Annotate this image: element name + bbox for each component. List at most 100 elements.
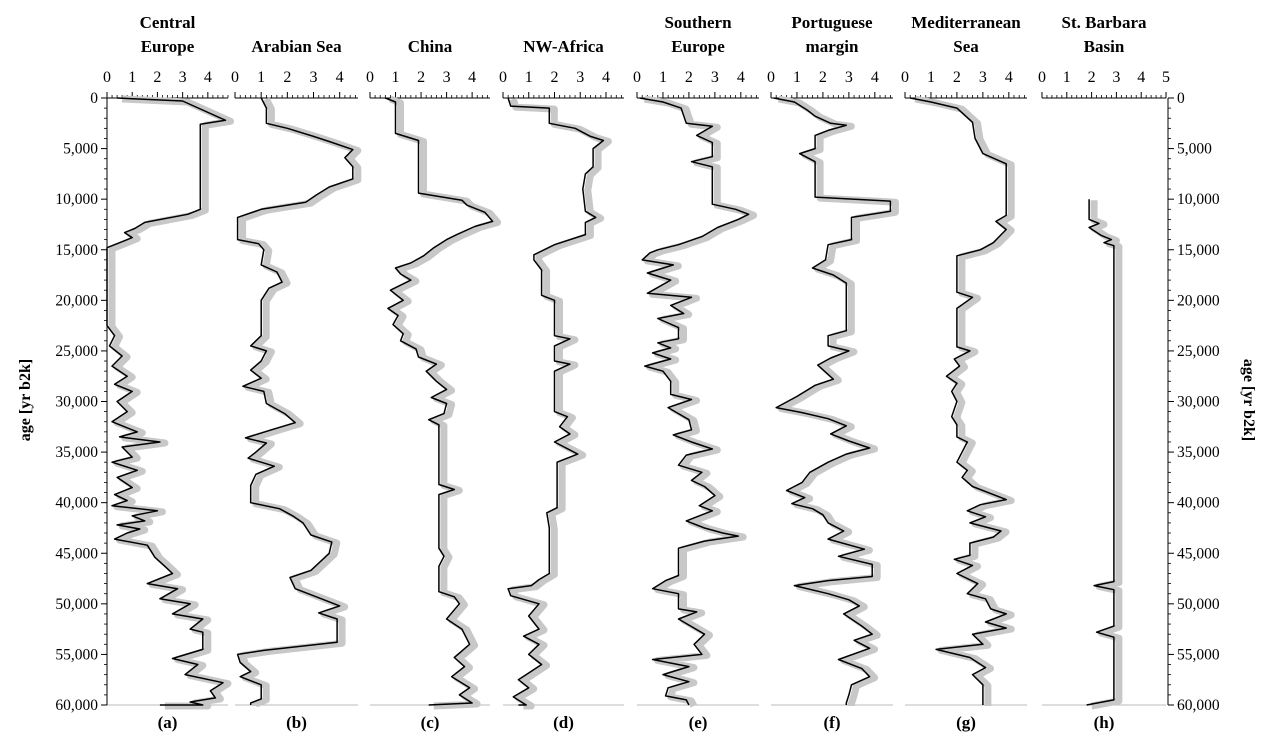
x-tick-label: 0 xyxy=(633,69,641,86)
x-tick-label: 2 xyxy=(153,69,161,86)
x-tick-label: 0 xyxy=(231,69,239,86)
left-age-tick-label: 30,000 xyxy=(55,394,98,411)
x-tick-label: 1 xyxy=(793,69,801,86)
x-tick-label: 4 xyxy=(1005,69,1013,86)
right-age-tick-label: 30,000 xyxy=(1177,394,1220,411)
x-tick-label: 4 xyxy=(336,69,344,86)
x-tick-label: 0 xyxy=(767,69,775,86)
right-age-tick-label: 60,000 xyxy=(1177,697,1220,714)
series-line xyxy=(106,97,227,706)
x-tick-label: 1 xyxy=(659,69,667,86)
panel-8: St. Barbara Basin 0 1 2 3 4 5 (h) xyxy=(1038,13,1170,732)
left-age-tick-label: 25,000 xyxy=(55,343,98,360)
panel-7: Mediterranean Sea 0 1 2 3 4 (g) xyxy=(901,13,1027,732)
right-age-tick-label: 45,000 xyxy=(1177,545,1220,562)
left-age-tick-label: 10,000 xyxy=(55,191,98,208)
right-age-tick-label: 10,000 xyxy=(1177,191,1220,208)
right-axis-title: age [yr b2k] xyxy=(1240,359,1257,441)
x-tick-label: 4 xyxy=(737,69,745,86)
left-age-tick-label: 0 xyxy=(90,90,98,107)
panel-2: Arabian Sea 0 1 2 3 4 (b) xyxy=(231,37,362,732)
x-tick-label: 1 xyxy=(128,69,136,86)
panel-label: (b) xyxy=(286,713,307,732)
panel-title-line1: Mediterranean xyxy=(911,13,1021,32)
right-age-tick-label: 50,000 xyxy=(1177,596,1220,613)
panel-title: China xyxy=(408,37,453,56)
x-tick-label: 2 xyxy=(685,69,693,86)
x-tick-label: 4 xyxy=(468,69,476,86)
series-line xyxy=(639,97,750,706)
x-tick-label: 3 xyxy=(310,69,318,86)
panel-1: Central Europe 0 1 2 3 4 (a) xyxy=(103,13,234,732)
uncertainty-band xyxy=(389,95,502,710)
panel-title-line1: Central xyxy=(140,13,196,32)
left-age-tick-label: 45,000 xyxy=(55,545,98,562)
panel-title-line2: Basin xyxy=(1084,37,1125,56)
right-age-tick-label: 0 xyxy=(1177,90,1185,107)
panel-label: (g) xyxy=(956,713,976,732)
left-age-tick-label: 50,000 xyxy=(55,596,98,613)
x-tick-label: 2 xyxy=(283,69,291,86)
panel-label: (a) xyxy=(158,713,178,732)
series-line xyxy=(1086,199,1115,706)
panel-3: China 0 1 2 3 4 (c) xyxy=(366,37,502,732)
x-tick-label: 3 xyxy=(979,69,987,86)
panel-label: (d) xyxy=(553,713,574,732)
left-age-tick-label: 20,000 xyxy=(55,292,98,309)
right-age-tick-label: 15,000 xyxy=(1177,242,1220,259)
panel-5: Southern Europe 0 1 2 3 4 (e) xyxy=(633,13,759,732)
panel-title-line2: Sea xyxy=(953,37,979,56)
panel-title-line2: Europe xyxy=(671,37,725,56)
left-age-tick-label: 35,000 xyxy=(55,444,98,461)
x-tick-label: 3 xyxy=(845,69,853,86)
panel-title-line1: St. Barbara xyxy=(1062,13,1148,32)
panel-label: (f) xyxy=(824,713,841,732)
left-axis-title: age [yr b2k] xyxy=(17,359,34,441)
left-age-tick-label: 55,000 xyxy=(55,646,98,663)
uncertainty-band xyxy=(777,95,899,708)
x-tick-label: 3 xyxy=(179,69,187,86)
x-tick-label: 2 xyxy=(819,69,827,86)
x-tick-label: 2 xyxy=(550,69,558,86)
x-tick-label: 3 xyxy=(711,69,719,86)
panel-4: NW-Africa 0 1 2 3 4 (d) xyxy=(499,37,624,732)
x-tick-label: 0 xyxy=(499,69,507,86)
x-tick-label: 3 xyxy=(443,69,451,86)
right-age-tick-label: 5,000 xyxy=(1177,141,1212,158)
series-line xyxy=(910,97,1007,705)
x-tick-label: 4 xyxy=(871,69,879,86)
right-age-tick-label: 55,000 xyxy=(1177,646,1220,663)
x-tick-label: 0 xyxy=(901,69,909,86)
panel-title: Arabian Sea xyxy=(251,37,342,56)
x-tick-label: 0 xyxy=(103,69,111,86)
right-age-tick-label: 20,000 xyxy=(1177,292,1220,309)
x-tick-label: 4 xyxy=(1137,69,1145,86)
panel-6: Portuguese margin 0 1 2 3 4 (f) xyxy=(767,13,899,732)
x-tick-label: 1 xyxy=(927,69,935,86)
right-age-tick-label: 25,000 xyxy=(1177,343,1220,360)
series-line xyxy=(773,97,892,705)
x-tick-label: 3 xyxy=(1112,69,1120,86)
x-tick-label: 1 xyxy=(1063,69,1071,86)
uncertainty-band xyxy=(239,97,362,708)
x-tick-label: 2 xyxy=(953,69,961,86)
uncertainty-band xyxy=(509,97,612,710)
x-tick-label: 1 xyxy=(525,69,533,86)
x-tick-label: 4 xyxy=(602,69,610,86)
panel-label: (e) xyxy=(689,713,708,732)
x-tick-label: 3 xyxy=(576,69,584,86)
left-age-tick-label: 40,000 xyxy=(55,495,98,512)
series-line xyxy=(236,97,354,705)
panel-title-line1: Southern xyxy=(664,13,732,32)
uncertainty-band xyxy=(1090,200,1123,710)
panel-title: NW-Africa xyxy=(523,37,604,56)
x-tick-label: 5 xyxy=(1162,69,1170,86)
x-tick-label: 4 xyxy=(204,69,212,86)
right-age-tick-label: 35,000 xyxy=(1177,444,1220,461)
x-tick-label: 1 xyxy=(392,69,400,86)
left-age-tick-label: 15,000 xyxy=(55,242,98,259)
x-tick-label: 2 xyxy=(1088,69,1096,86)
series-line xyxy=(507,97,605,706)
